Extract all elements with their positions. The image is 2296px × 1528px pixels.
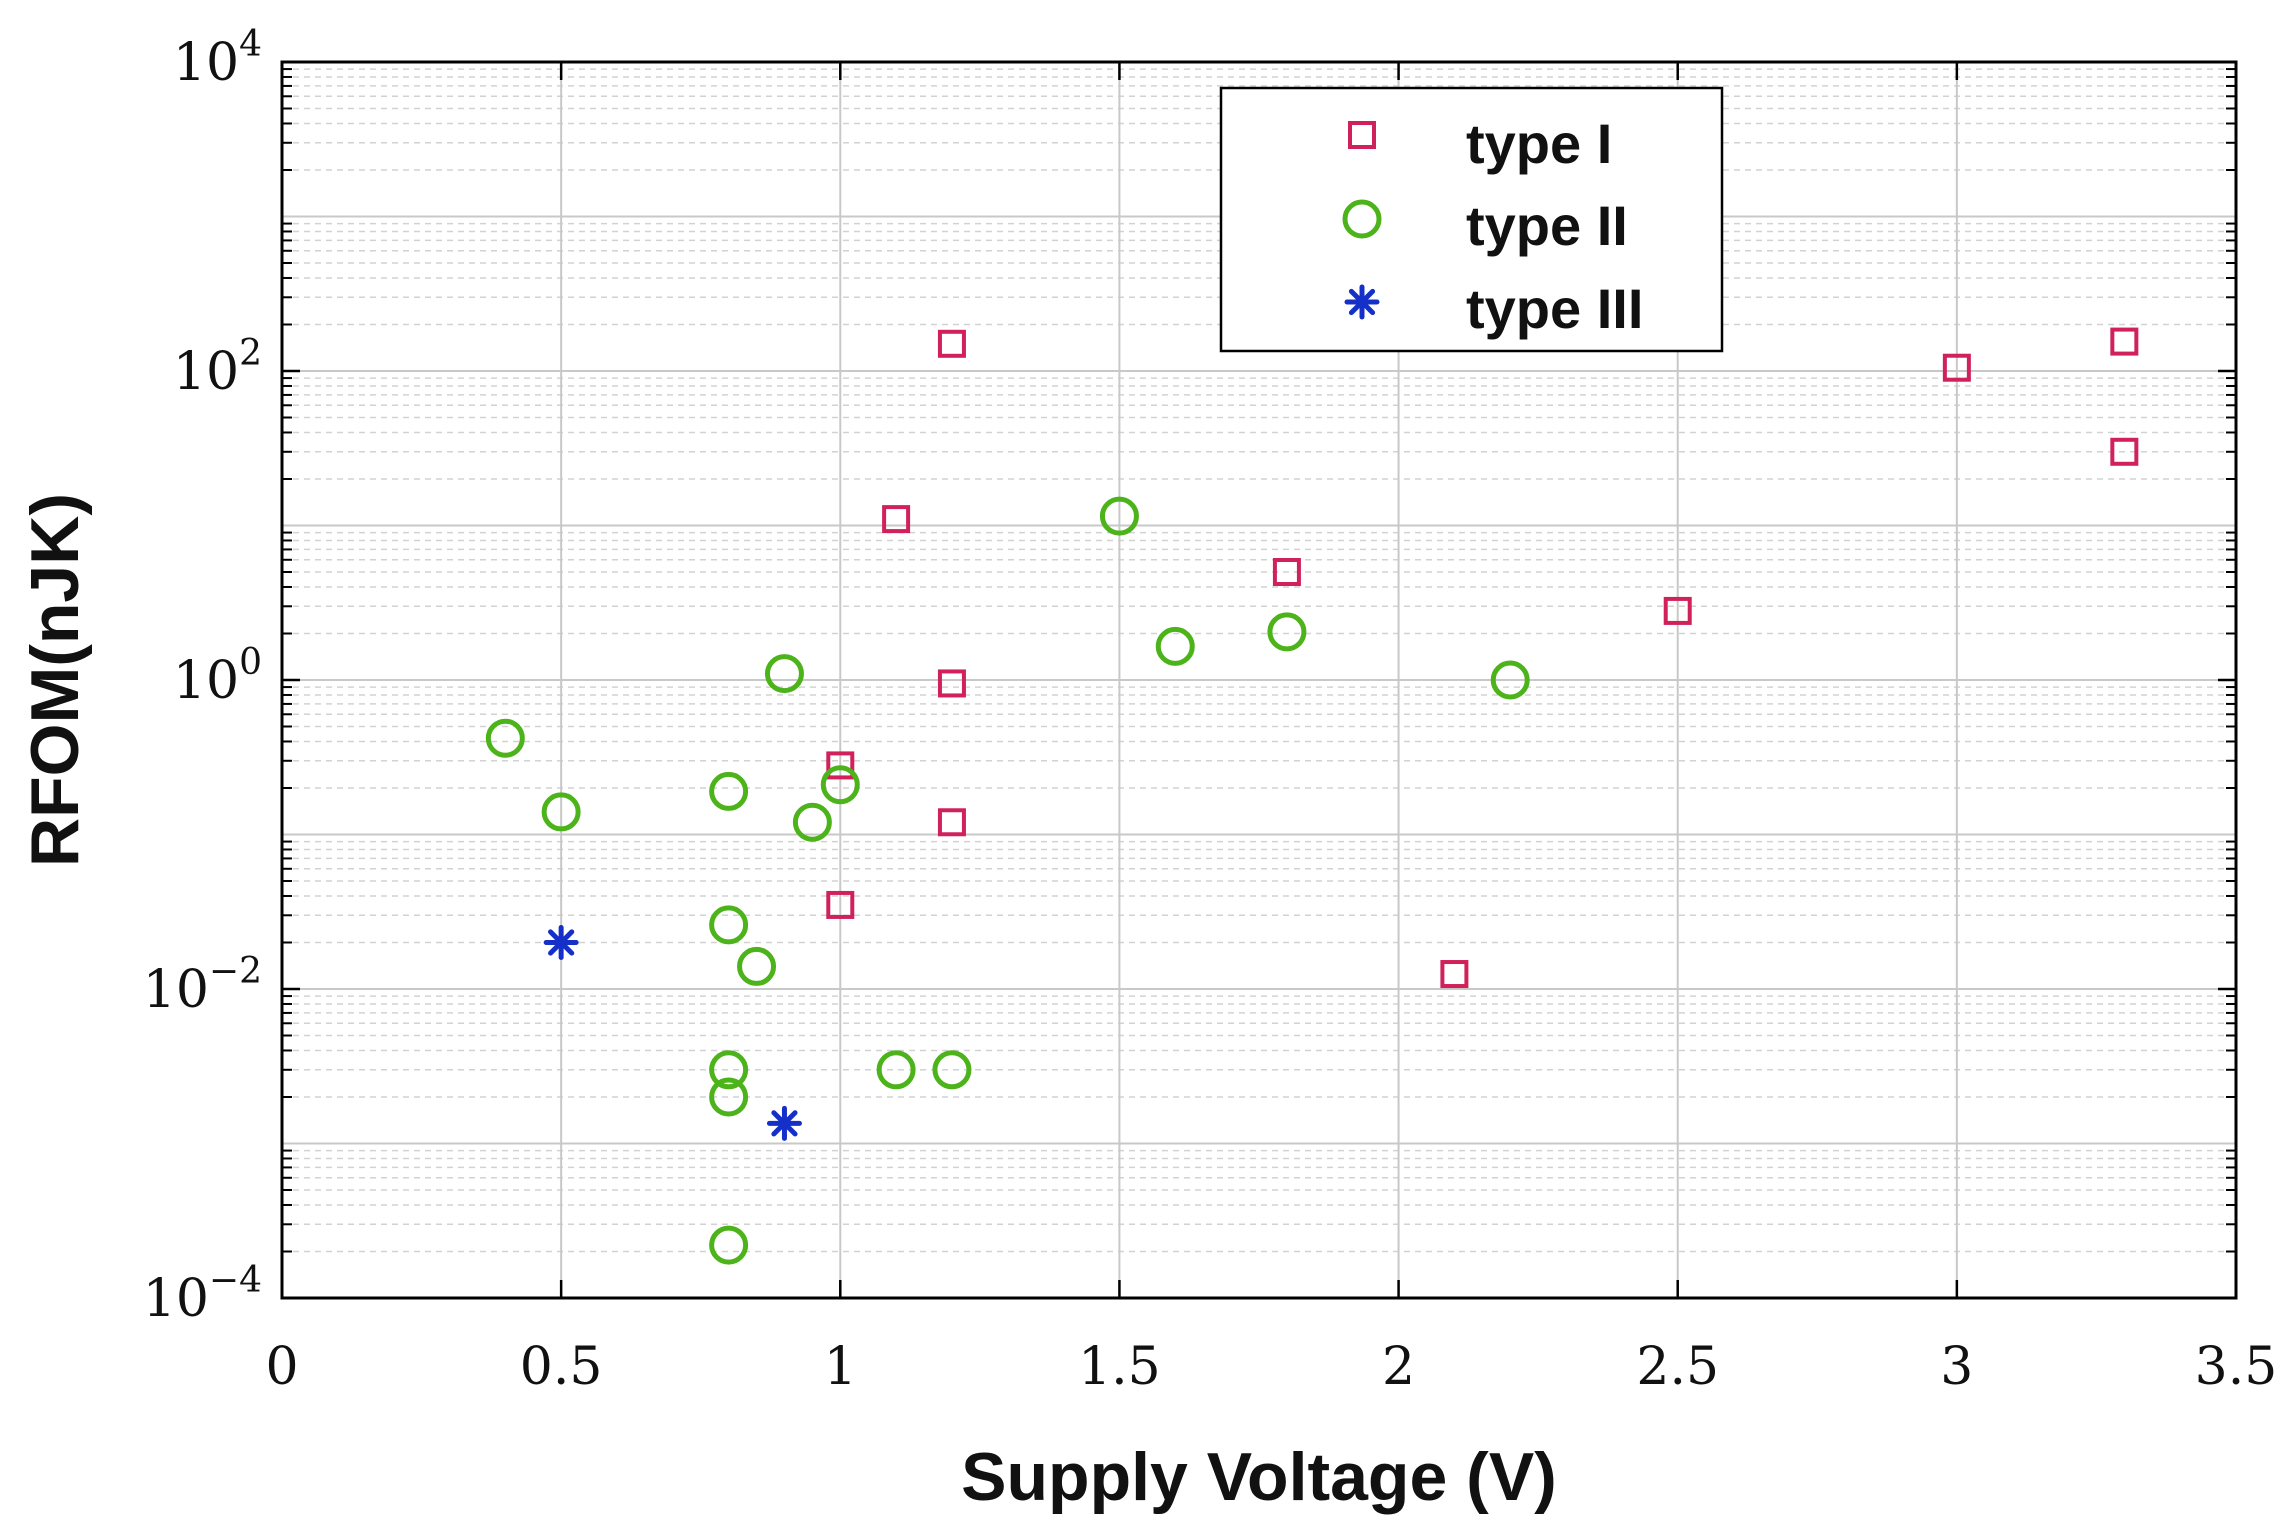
marker-type-ii [709,1077,749,1117]
y-tick-label: 102 [173,333,262,402]
marker-type-ii [876,1050,916,1090]
marker-type-i [1272,558,1301,587]
marker-type-ii [709,1225,749,1265]
marker-type-ii [709,905,749,945]
marker-type-ii [709,771,749,811]
y-axis-title: RFOM(nJK) [17,493,93,867]
marker-type-i [2110,437,2139,466]
marker-type-i [1440,960,1469,989]
marker-type-ii [1155,626,1195,666]
x-axis-title: Supply Voltage (V) [961,1439,1557,1515]
legend-symbol-type-i [1348,121,1376,149]
x-tick-label: 0.5 [520,1337,603,1397]
x-tick-label: 3.5 [2195,1337,2278,1397]
marker-type-iii [766,1105,802,1141]
marker-type-i [937,669,966,698]
marker-type-ii [737,946,777,986]
x-tick-labels: 0 0.5 1 1.5 2 2.5 3 3.5 [265,1337,2277,1397]
marker-type-ii [1099,496,1139,536]
marker-type-i [937,329,966,358]
axis-ticks [280,60,2238,1300]
marker-type-ii [932,1050,972,1090]
marker-type-i [826,751,855,780]
y-tick-label: 10−2 [143,951,262,1020]
marker-type-ii [485,718,525,758]
marker-type-iii [543,924,579,960]
x-tick-label: 3 [1940,1337,1973,1397]
minor-grid [282,68,2236,1253]
marker-type-ii [709,1050,749,1090]
x-tick-label: 1 [824,1337,857,1397]
legend-label-type-iii: type III [1466,277,1643,340]
marker-type-ii [820,765,860,805]
y-tick-label: 10−4 [143,1260,262,1329]
legend-label-type-ii: type II [1466,194,1628,257]
x-tick-label: 2 [1382,1337,1415,1397]
marker-type-i [1663,596,1692,625]
plot-frame [280,60,2238,1300]
marker-type-ii [764,654,804,694]
data-markers [485,327,2139,1265]
legend-box [1219,86,1724,353]
marker-type-ii [1267,612,1307,652]
marker-type-i [882,505,911,534]
legend-symbols [1342,121,1382,320]
legend-symbol-type-ii [1342,199,1382,239]
legend: type I type II type III [1219,86,1724,353]
y-tick-label: 100 [173,642,262,711]
x-tick-label: 1.5 [1078,1337,1161,1397]
marker-type-ii [792,802,832,842]
marker-type-i [1942,353,1971,382]
marker-type-i [2110,327,2139,356]
major-grid [282,62,2236,1298]
legend-symbol-type-iii [1344,284,1380,320]
x-tick-label: 0 [265,1337,298,1397]
legend-label-type-i: type I [1466,112,1612,175]
marker-type-i [826,890,855,919]
y-tick-labels: 10−4 10−2 100 102 104 [143,24,262,1329]
x-tick-label: 2.5 [1636,1337,1719,1397]
marker-type-i [937,808,966,837]
y-tick-label: 104 [173,24,262,93]
marker-type-ii [541,792,581,832]
marker-type-ii [1490,660,1530,700]
